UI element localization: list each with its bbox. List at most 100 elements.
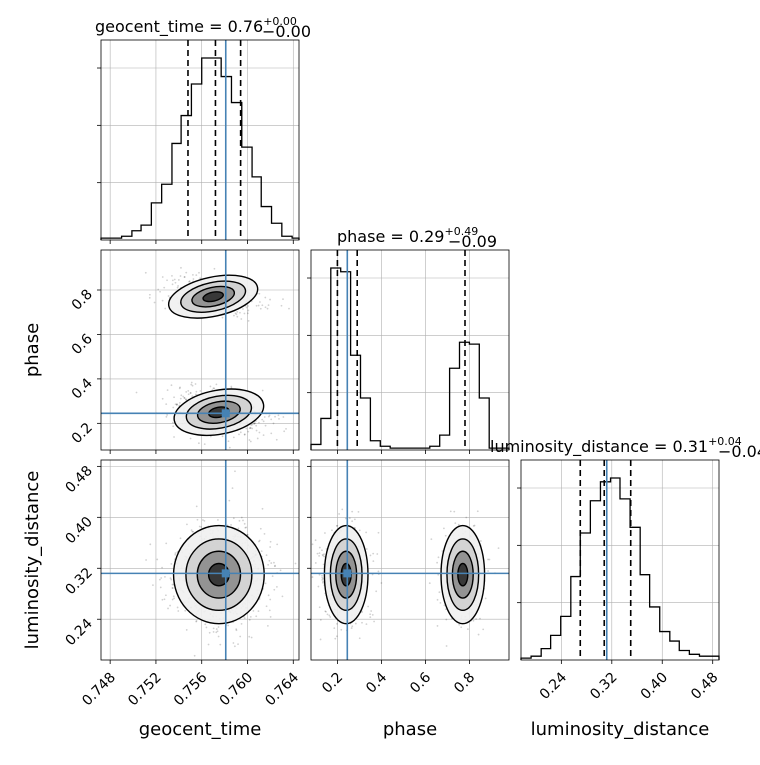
sample-point [185, 629, 188, 631]
sample-point [215, 383, 218, 386]
sample-point [239, 635, 242, 638]
sample-point [242, 519, 244, 522]
sample-point [232, 517, 235, 520]
sample-point [246, 312, 249, 315]
sample-point [189, 392, 192, 395]
sample-point [266, 625, 269, 627]
sample-point [267, 415, 270, 418]
sample-point [238, 519, 241, 522]
sample-point [189, 391, 192, 394]
sample-point [148, 293, 151, 296]
hist-frame-luminosity_distance [520, 459, 720, 661]
sample-point [473, 524, 476, 527]
sample-point [443, 527, 445, 530]
sample-point [205, 626, 208, 629]
sample-point [460, 626, 463, 629]
sample-point [274, 564, 276, 567]
sample-point [233, 645, 236, 648]
sample-point [248, 439, 251, 441]
sample-point [261, 304, 264, 307]
sample-point [221, 435, 224, 438]
sample-point [261, 418, 264, 421]
sample-point [191, 384, 194, 387]
sample-point [212, 631, 215, 633]
sample-point [272, 422, 275, 425]
sample-point [161, 276, 164, 278]
sample-point [245, 306, 248, 309]
sample-point [200, 526, 203, 528]
sample-point [174, 403, 177, 406]
sample-point [269, 298, 271, 301]
sample-point [280, 304, 283, 307]
truth-marker [343, 569, 352, 578]
sample-point [191, 395, 194, 398]
sample-point [253, 422, 255, 425]
sample-point [437, 573, 440, 576]
sample-point [164, 575, 166, 578]
sample-point [275, 438, 278, 441]
sample-point [319, 618, 322, 621]
sample-point [165, 403, 168, 406]
sample-point [484, 597, 487, 600]
sample-point [176, 606, 179, 609]
sample-point [314, 562, 317, 564]
sample-point [256, 437, 259, 440]
sample-point [262, 434, 265, 436]
sample-point [235, 628, 238, 631]
sample-point [173, 396, 175, 399]
sample-point [192, 278, 195, 280]
sample-point [436, 625, 439, 627]
sample-point [221, 316, 224, 319]
sample-point [234, 470, 236, 473]
sample-point [444, 534, 447, 537]
density-luminosity_distance_vs_geocent_time [145, 470, 297, 657]
x-tick-label: 0.48 [688, 670, 721, 703]
sample-point [166, 279, 168, 282]
sample-point [351, 510, 354, 513]
xlabel-geocent-time: geocent_time [139, 719, 262, 740]
sample-point [264, 306, 267, 309]
sample-point [259, 301, 261, 303]
sample-point [358, 637, 361, 640]
title-geocent-time-minus: −0.00 [262, 22, 311, 41]
sample-point [264, 296, 267, 299]
sample-point [258, 540, 260, 543]
sample-point [135, 391, 138, 394]
sample-point [322, 554, 325, 557]
sample-point [203, 443, 206, 446]
sample-point [148, 296, 151, 299]
sample-point [174, 553, 177, 556]
sample-point [192, 530, 195, 533]
sample-point [316, 552, 319, 555]
title-phase-minus: −0.09 [448, 232, 497, 251]
sample-point [269, 546, 272, 548]
y-tick-label: 0.4 [69, 375, 96, 402]
sample-point [377, 570, 380, 573]
sample-point [344, 517, 347, 520]
sample-point [437, 556, 440, 559]
sample-point [270, 432, 273, 435]
sample-point [184, 609, 187, 612]
sample-point [227, 624, 230, 627]
sample-point [322, 563, 325, 566]
sample-point [167, 607, 169, 610]
sample-point [160, 577, 163, 579]
sample-point [430, 538, 433, 541]
sample-point [318, 554, 321, 557]
sample-point [175, 403, 178, 406]
sample-point [190, 381, 193, 384]
sample-point [261, 507, 264, 510]
sample-point [262, 420, 265, 423]
x-tick-label: 0.764 [262, 669, 302, 709]
sample-point [479, 617, 481, 620]
sample-point [372, 560, 375, 563]
y-tick-label: 0.6 [69, 331, 96, 358]
sample-point [167, 295, 170, 297]
sample-point [190, 383, 193, 386]
sample-point [213, 387, 216, 390]
sample-point [357, 510, 360, 513]
sample-point [361, 611, 364, 613]
sample-point [187, 389, 190, 392]
sample-point [335, 635, 338, 638]
ylabel-phase: phase [22, 323, 43, 377]
